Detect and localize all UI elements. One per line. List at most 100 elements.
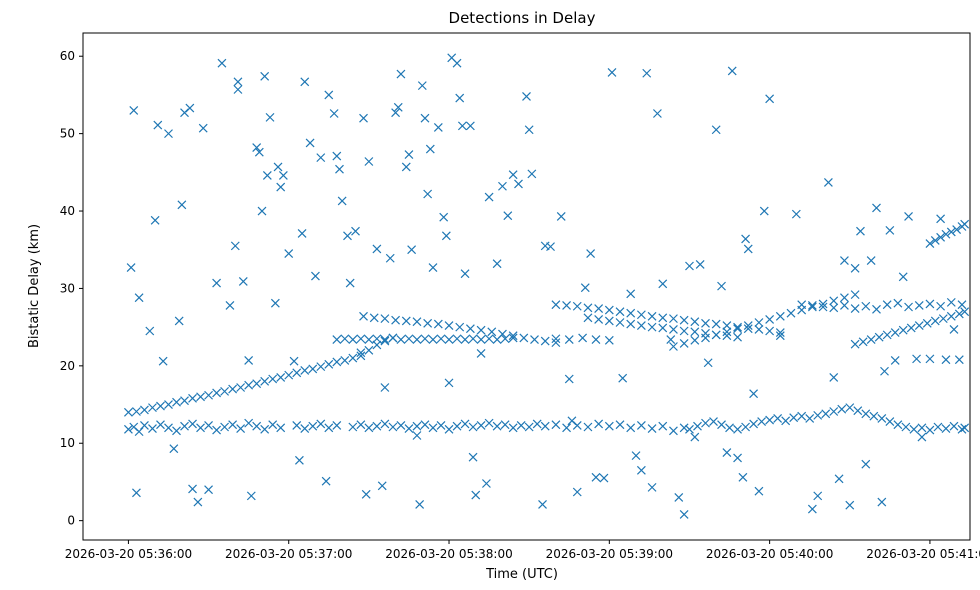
data-point (332, 357, 342, 367)
data-point (658, 323, 668, 333)
data-point (364, 335, 374, 344)
data-point (164, 423, 173, 433)
data-point (685, 424, 694, 434)
data-point (658, 279, 668, 289)
chart-title: Detections in Delay (449, 9, 596, 27)
data-point (594, 314, 604, 324)
data-point (380, 335, 390, 344)
data-point (754, 486, 764, 496)
data-point (636, 421, 646, 430)
data-point (471, 490, 481, 500)
data-point (244, 355, 254, 365)
data-point (885, 225, 895, 235)
data-point (476, 325, 486, 335)
data-point (308, 421, 318, 431)
x-tick-label: 2026-03-20 05:39:00 (546, 547, 673, 561)
data-point (636, 310, 646, 320)
data-point (572, 487, 582, 497)
data-point (452, 334, 462, 344)
data-point (476, 421, 486, 430)
data-point (941, 229, 951, 239)
data-point (340, 334, 350, 344)
data-point (441, 231, 451, 241)
data-point (297, 229, 307, 238)
data-point (359, 311, 368, 321)
data-point (265, 112, 275, 122)
data-point (527, 169, 537, 179)
y-tick-label: 20 (60, 359, 75, 373)
data-point (743, 324, 753, 334)
data-point (145, 326, 155, 336)
data-points (123, 53, 970, 519)
data-point (626, 423, 636, 433)
data-point (412, 317, 422, 327)
data-point (372, 340, 382, 350)
data-point (212, 425, 222, 435)
data-point (789, 413, 799, 423)
data-point (123, 424, 133, 434)
data-point (850, 290, 860, 300)
data-point (669, 314, 678, 324)
data-point (845, 403, 855, 413)
data-point (311, 271, 320, 281)
data-point (722, 448, 732, 457)
data-point (252, 379, 262, 389)
data-point (591, 335, 601, 344)
data-point (177, 200, 187, 210)
data-point (743, 244, 753, 254)
data-point (861, 459, 871, 469)
data-point (123, 407, 133, 417)
data-point (340, 355, 350, 365)
data-point (757, 417, 767, 426)
data-point (861, 301, 871, 311)
data-point (850, 263, 860, 273)
data-point (872, 304, 881, 314)
data-point (813, 491, 823, 501)
data-point (476, 335, 486, 344)
data-point (140, 421, 149, 430)
data-point (546, 242, 555, 252)
data-point (233, 85, 243, 94)
data-point (530, 335, 539, 344)
data-point (856, 226, 865, 236)
data-point (821, 409, 831, 419)
data-point (604, 421, 614, 431)
data-point (482, 479, 491, 488)
data-point (829, 407, 839, 416)
data-point (711, 319, 721, 329)
data-point (401, 316, 411, 326)
data-point (840, 301, 849, 310)
data-point (834, 474, 844, 484)
data-point (433, 123, 443, 132)
data-point (773, 414, 783, 423)
data-point (377, 481, 387, 491)
data-point (508, 423, 518, 433)
data-point (722, 321, 732, 331)
data-point (460, 269, 470, 279)
data-point (158, 356, 168, 366)
data-point (925, 354, 935, 364)
data-point (733, 322, 742, 332)
data-point (465, 324, 475, 334)
data-point (164, 129, 173, 139)
data-point (198, 123, 208, 133)
data-point (840, 293, 849, 303)
data-point (690, 335, 700, 345)
data-point (356, 334, 366, 344)
data-point (233, 77, 243, 87)
data-point (957, 300, 967, 310)
data-point (909, 424, 919, 434)
data-point (257, 206, 267, 216)
data-point (276, 373, 286, 382)
data-point (786, 308, 796, 318)
data-point (364, 423, 374, 433)
data-point (685, 261, 694, 271)
data-point (901, 422, 911, 432)
data-point (885, 417, 895, 426)
data-point (174, 316, 184, 326)
data-point (647, 311, 657, 321)
data-point (316, 419, 326, 429)
data-point (380, 383, 390, 392)
data-point (444, 424, 454, 434)
